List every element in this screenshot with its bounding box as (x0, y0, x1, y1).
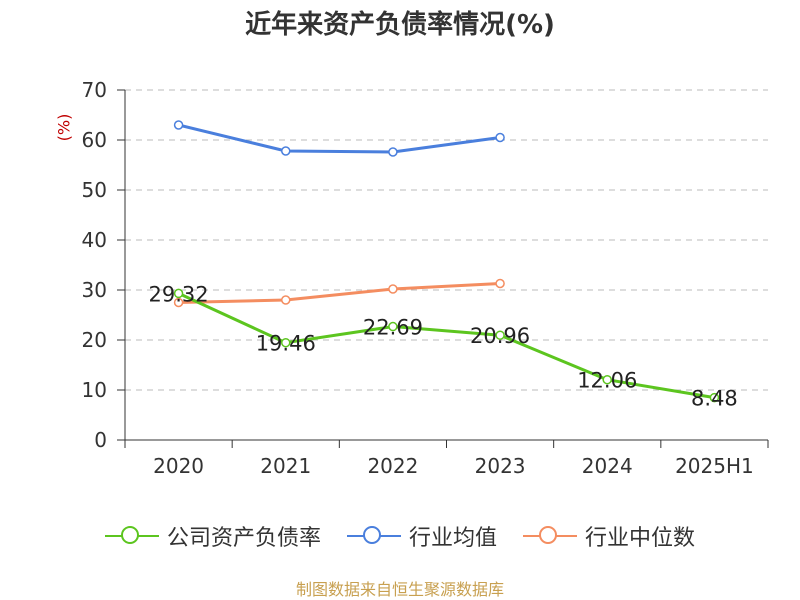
legend-label-industry-median: 行业中位数 (585, 526, 696, 551)
x-tick-label: 2024 (582, 454, 633, 478)
legend-item-company[interactable]: 公司资产负债率 (104, 520, 321, 552)
data-point (388, 284, 398, 294)
x-tick-label: 2023 (475, 454, 526, 478)
data-source-note: 制图数据来自恒生聚源数据库 (295, 580, 504, 599)
data-point (388, 321, 398, 332)
data-point (495, 330, 505, 340)
data-point (281, 146, 291, 156)
x-tick-label: 2020 (153, 454, 204, 478)
data-point (173, 288, 184, 299)
y-tick-label: 0 (94, 428, 107, 452)
y-tick-label: 70 (82, 78, 107, 102)
data-label: 19.46 (256, 332, 316, 356)
series-line-3 (178, 282, 501, 304)
series-line-1 (177, 292, 715, 400)
legend-swatch-company-icon (104, 524, 159, 548)
legend-label-company: 公司资产负债率 (166, 526, 321, 551)
y-tick-label: 60 (82, 128, 107, 152)
y-tick-label: 30 (82, 278, 107, 302)
data-point (602, 374, 612, 385)
x-tick-label: 2025H1 (675, 454, 754, 478)
data-point (173, 297, 184, 308)
legend-item-industry-median[interactable]: 行业中位数 (523, 520, 695, 552)
legend-item-industry-avg[interactable]: 行业均值 (346, 520, 497, 552)
data-point (495, 278, 505, 289)
legend-swatch-industry-avg-icon (346, 524, 401, 548)
data-label: 12.06 (577, 369, 637, 393)
data-point (495, 132, 505, 143)
x-tick-label: 2021 (260, 454, 311, 478)
chart-title: 近年来资产负债率情况(%) (245, 10, 555, 40)
legend: 公司资产负债率 行业均值 行业中位数 (0, 520, 800, 552)
y-tick-label: 50 (82, 178, 107, 202)
data-label: 8.48 (691, 387, 738, 411)
series-line-2 (178, 123, 501, 154)
y-tick-label: 40 (82, 228, 107, 252)
data-label: 22.69 (363, 316, 423, 340)
y-tick-label: 20 (82, 328, 107, 352)
data-point (281, 295, 291, 305)
data-label: 29.32 (149, 282, 209, 306)
legend-swatch-industry-median-icon (523, 524, 577, 548)
data-point (281, 337, 291, 348)
data-point (388, 147, 398, 157)
data-label: 20.96 (470, 324, 530, 348)
x-tick-label: 2022 (367, 454, 418, 478)
y-tick-label: 10 (82, 378, 107, 402)
data-point (173, 120, 184, 130)
legend-label-industry-avg: 行业均值 (408, 526, 497, 551)
data-point (709, 392, 720, 403)
